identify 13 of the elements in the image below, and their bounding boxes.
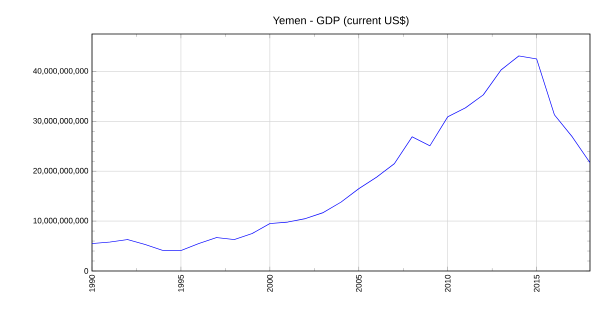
chart-title: Yemen - GDP (current US$) (272, 16, 409, 26)
x-tick-label: 2000 (267, 274, 273, 292)
y-tick-label: 10,000,000,000 (33, 218, 88, 224)
x-tick-label: 2015 (534, 274, 540, 292)
x-tick-label: 1990 (89, 274, 95, 292)
x-tick-label: 2005 (356, 274, 362, 292)
x-tick-label: 1995 (178, 274, 184, 292)
y-tick-label: 40,000,000,000 (33, 68, 88, 75)
x-tick-label: 2010 (444, 274, 451, 292)
y-tick-label: 20,000,000,000 (33, 168, 88, 174)
y-tick-label: 30,000,000,000 (33, 118, 88, 125)
line-series (92, 56, 590, 251)
y-tick-label: 0 (84, 268, 88, 274)
